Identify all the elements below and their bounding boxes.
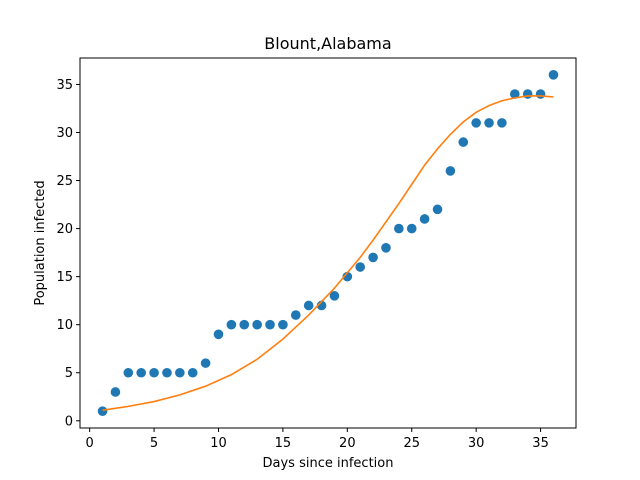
x-axis-label: Days since infection (263, 456, 394, 471)
data-point (471, 118, 481, 128)
data-point (187, 367, 198, 378)
x-tick-label: 0 (86, 436, 94, 451)
data-point (239, 319, 250, 330)
data-point (432, 204, 443, 215)
data-point (213, 329, 224, 340)
y-tick-label: 25 (56, 174, 73, 189)
axes-frame (79, 57, 577, 429)
plot-area (97, 70, 559, 416)
data-point (175, 367, 185, 378)
data-point (458, 137, 469, 147)
x-tick-label: 15 (275, 436, 292, 451)
data-point (406, 223, 417, 234)
data-point (162, 367, 172, 378)
y-tick-label: 30 (56, 126, 73, 141)
data-point (97, 406, 108, 416)
data-point (200, 358, 211, 368)
y-axis-label: Population infected (33, 180, 48, 305)
data-point (226, 319, 237, 330)
data-point (419, 214, 430, 224)
data-point (445, 166, 456, 176)
data-point (123, 367, 134, 378)
data-point (497, 118, 507, 128)
x-tick-label: 20 (339, 436, 356, 451)
data-point (484, 118, 494, 128)
data-point (329, 291, 340, 301)
y-tick-label: 10 (56, 318, 73, 333)
data-point (342, 271, 353, 282)
data-point (278, 319, 288, 330)
y-tick-label: 20 (56, 222, 73, 237)
data-point (355, 262, 366, 272)
data-point (548, 70, 559, 80)
data-point (149, 367, 159, 378)
data-point (265, 319, 275, 330)
x-tick-label: 35 (532, 436, 549, 451)
data-point (381, 243, 391, 253)
data-point (136, 367, 146, 378)
x-tick-label: 25 (403, 436, 420, 451)
data-point (522, 89, 533, 99)
data-point (535, 89, 546, 99)
axis-ticks: 0 5 10 15 20 25 30 35 0 5 10 15 20 25 30 35 (56, 78, 548, 451)
data-point (252, 319, 262, 330)
data-point (368, 252, 378, 263)
data-point (303, 300, 314, 311)
x-tick-label: 5 (150, 436, 158, 451)
x-tick-label: 30 (468, 436, 485, 451)
data-point (290, 310, 301, 320)
fit-curve (102, 95, 554, 412)
x-tick-label: 10 (210, 436, 227, 451)
data-point (110, 387, 121, 397)
y-tick-label: 5 (65, 366, 73, 381)
chart-title: Blount,Alabama (264, 34, 391, 53)
y-tick-label: 0 (65, 414, 73, 429)
data-point (510, 89, 520, 99)
y-tick-label: 35 (56, 78, 73, 93)
y-tick-label: 15 (56, 270, 73, 285)
data-point (394, 223, 404, 234)
